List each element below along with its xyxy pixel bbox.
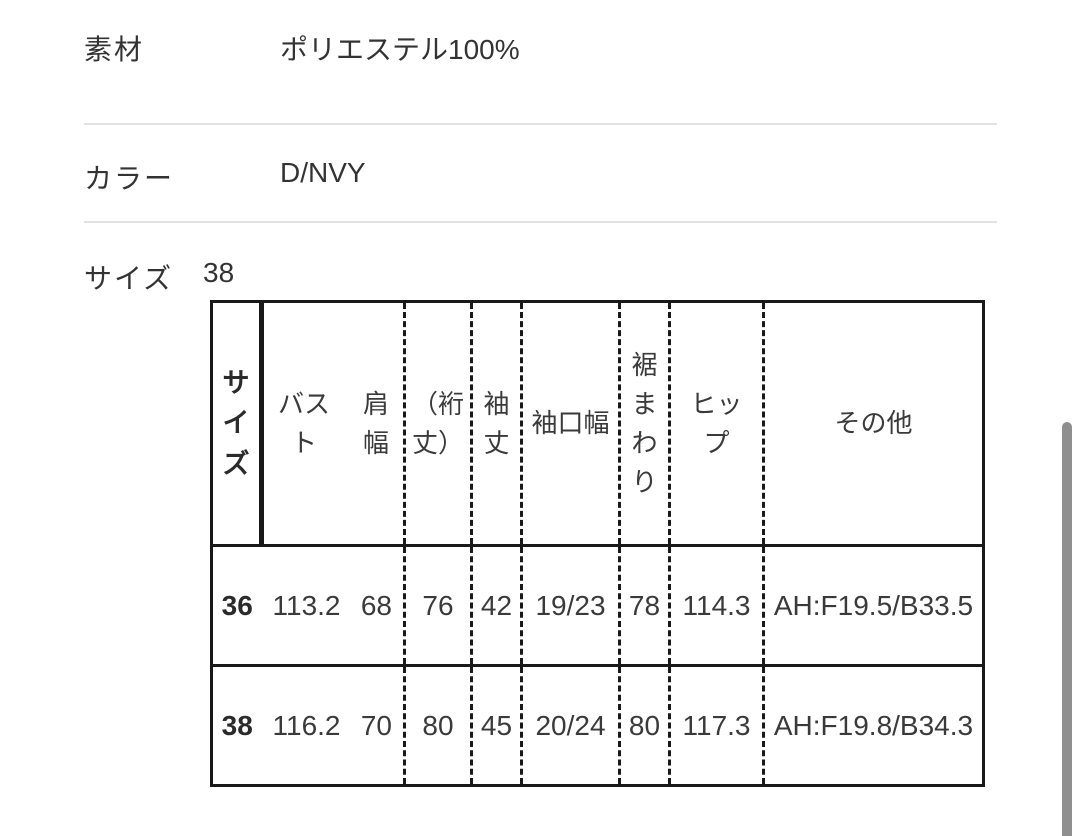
cell-hip: 117.3 [668,664,764,786]
color-value: D/NVY [280,157,366,188]
cell-bust-shoulder: 116.2 70 [261,664,405,786]
size-chart: サ イ ズ バス ト 肩 幅 （裄 丈） 袖 丈 袖口幅 裾 ま わ り ヒッ … [210,300,985,787]
cell-shoulder: 70 [360,709,392,741]
col-header-yuki: （裄 丈） [403,301,472,546]
table-header-row: サ イ ズ バス ト 肩 幅 （裄 丈） 袖 丈 袖口幅 裾 ま わ り ヒッ … [211,301,984,546]
divider [84,221,997,223]
cell-cuff: 20/24 [520,664,620,786]
size-value: 38 [203,257,235,288]
col-header-bust: バス ト [278,388,331,458]
cell-sleeve: 45 [470,664,522,786]
col-header-shoulder: 肩 幅 [362,388,389,458]
table-row-38: 38 116.2 70 80 45 20/24 80 117.3 AH:F19.… [211,664,984,786]
cell-hem: 80 [618,664,670,786]
material-value: ポリエステル100% [280,34,520,65]
cell-other: AH:F19.8/B34.3 [762,664,984,786]
table-row-36: 36 113.2 68 76 42 19/23 78 114.3 AH:F19.… [211,544,984,666]
cell-other: AH:F19.5/B33.5 [762,544,984,666]
size-chart-table: サ イ ズ バス ト 肩 幅 （裄 丈） 袖 丈 袖口幅 裾 ま わ り ヒッ … [210,300,985,787]
cell-size: 38 [211,664,262,786]
divider [84,123,997,125]
size-label: サイズ [84,263,174,294]
cell-shoulder: 68 [360,589,392,621]
color-label: カラー [84,163,175,194]
col-header-hip: ヒッ プ [668,301,764,546]
col-header-cuff: 袖口幅 [520,301,620,546]
cell-yuki: 80 [403,664,472,786]
cell-size: 36 [211,544,262,666]
cell-bust: 116.2 [272,709,341,741]
cell-sleeve: 42 [470,544,522,666]
cell-bust: 113.2 [272,589,341,621]
col-header-bust-shoulder: バス ト 肩 幅 [262,302,405,546]
cell-yuki: 76 [403,544,472,666]
cell-hip: 114.3 [668,544,764,666]
col-header-size: サ イ ズ [211,301,264,546]
cell-cuff: 19/23 [520,544,620,666]
material-label: 素材 [84,34,145,65]
cell-bust-shoulder: 113.2 68 [261,544,405,666]
vertical-scrollbar-thumb[interactable] [1062,422,1072,836]
col-header-sleeve: 袖 丈 [470,301,522,546]
col-header-hem: 裾 ま わ り [618,301,670,546]
cell-hem: 78 [618,544,670,666]
col-header-other: その他 [762,301,984,546]
